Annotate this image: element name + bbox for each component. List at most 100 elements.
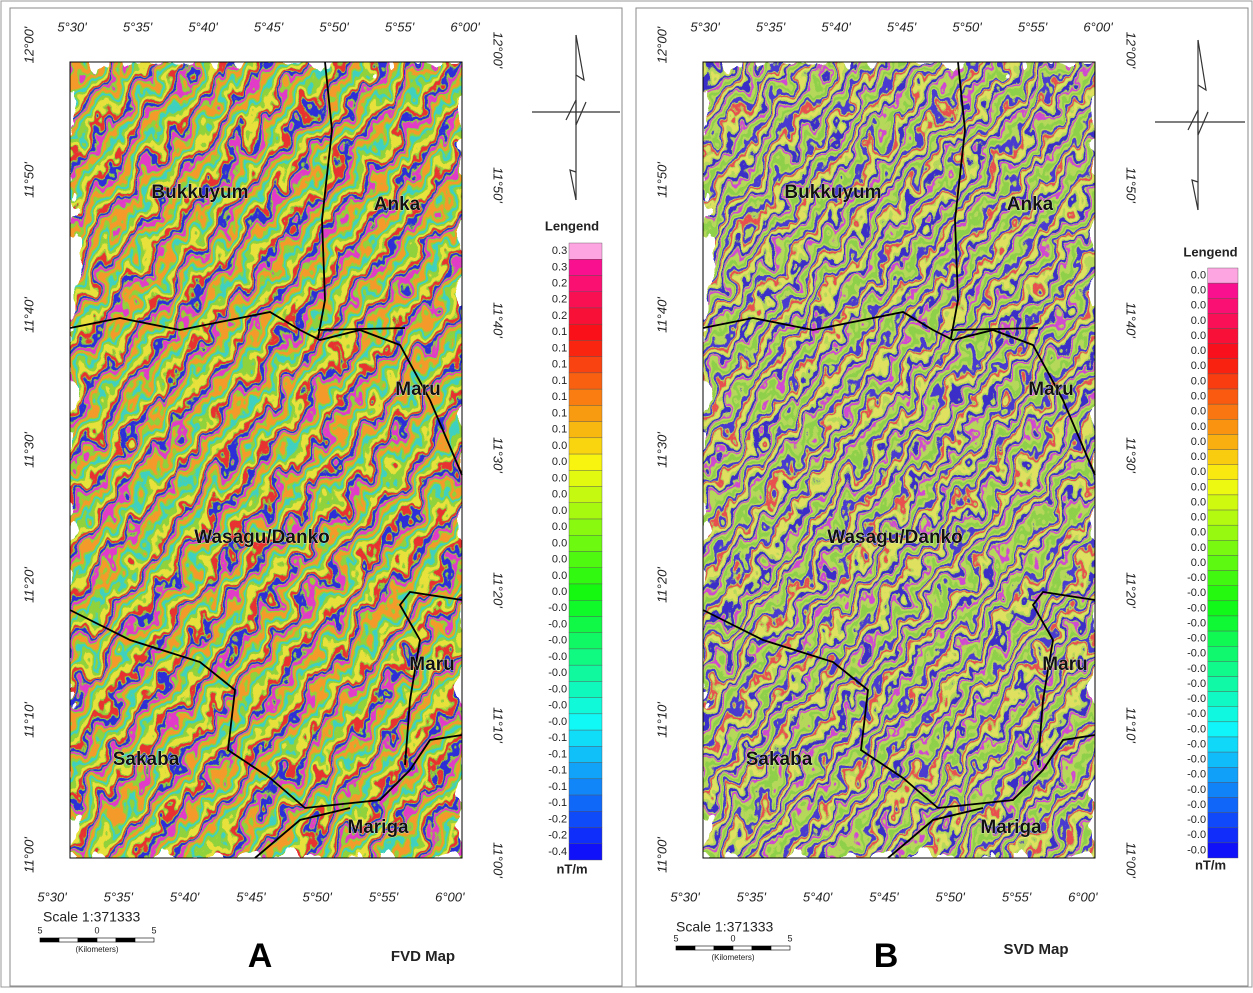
legend-swatch: [1207, 585, 1239, 602]
map-image: [70, 62, 462, 858]
legend-label: -0.0: [1187, 617, 1206, 629]
scale-bar-label: 5: [37, 925, 42, 935]
map-border: [69, 61, 463, 859]
place-label: Sakaba: [746, 749, 813, 770]
legend-title: Lengend: [545, 218, 599, 233]
legend-swatch: [568, 811, 603, 828]
legend-swatch: [1207, 767, 1239, 783]
legend-swatch: [568, 242, 603, 260]
lon-tick-label: 5°55': [385, 19, 415, 34]
legend-label: -0.0: [1187, 844, 1206, 856]
legend-label: -0.1: [548, 765, 567, 777]
legend-swatch: [568, 762, 603, 780]
legend-swatch: [568, 405, 603, 422]
legend-unit: nT/m: [556, 861, 587, 876]
legend-swatch: [1207, 827, 1239, 844]
scale-bar-label: 5: [673, 933, 678, 943]
legend-swatch: [568, 275, 603, 292]
legend-swatch: [568, 583, 603, 601]
legend-swatch: [1207, 721, 1239, 738]
legend-swatch: [1207, 751, 1239, 768]
legend-label: -0.0: [548, 618, 567, 630]
legend-swatch: [568, 746, 603, 763]
legend-label: -0.0: [548, 716, 567, 728]
legend-label: 0.0: [1191, 557, 1206, 569]
panel: 5°30' 5°30' 5°35' 5°35' 5°40' 5°40' 5°45' 5°45'…: [21, 19, 603, 975]
scale-bar-segment: [694, 945, 715, 951]
lon-tick-label: 6°00': [435, 889, 465, 904]
scale-unit: (Kilometers): [711, 953, 754, 962]
legend-swatch: [568, 259, 603, 276]
legend-swatch: [568, 502, 603, 520]
map-a: [69, 61, 463, 859]
legend-swatch: [1207, 388, 1239, 405]
legend-label: 0.0: [552, 521, 567, 533]
legend-label: 0.0: [1191, 436, 1206, 448]
legend-label: -0.0: [1187, 708, 1206, 720]
lat-tick-label: 11°20': [491, 572, 506, 608]
panel-letter: A: [248, 937, 273, 975]
legend-label: -0.0: [1187, 799, 1206, 811]
lon-tick-label: 5°50': [319, 19, 349, 34]
lat-tick-label: 11°00': [491, 842, 506, 878]
legend-unit: nT/m: [1195, 857, 1226, 872]
lat-tick-label: 11°40': [491, 302, 506, 338]
legend-swatch: [1207, 615, 1239, 632]
lat-tick-label: 11°20': [1124, 572, 1139, 608]
legend-label: 0.0: [552, 537, 567, 549]
lon-tick-label: 6°00': [1068, 889, 1098, 904]
legend-label: 0.0: [1191, 375, 1206, 387]
legend-swatch: [1207, 358, 1239, 375]
legend-swatch: [1207, 630, 1239, 647]
legend-label: 0.0: [1191, 269, 1206, 281]
legend-label: -0.1: [548, 781, 567, 793]
legend-label: -0.0: [548, 602, 567, 614]
legend-label: -0.0: [1187, 784, 1206, 796]
scale-bar-label: 0: [730, 933, 735, 943]
legend-swatch: [1207, 313, 1239, 329]
legend-label: 0.2: [552, 294, 567, 306]
legend-swatch: [1207, 812, 1239, 828]
lon-tick-label: 5°50': [303, 889, 333, 904]
legend-label: 0.0: [1191, 345, 1206, 357]
legend-swatch: [568, 323, 603, 341]
place-label: Mariga: [980, 817, 1042, 838]
legend-label: 0.1: [552, 407, 567, 419]
legend-label: -0.0: [548, 635, 567, 647]
lat-tick-label: 11°10': [491, 707, 506, 743]
legend-label: -0.0: [1187, 587, 1206, 599]
scale-bar-segment: [713, 945, 734, 951]
legend-swatch: [568, 437, 603, 455]
lat-tick-label: 11°20': [21, 567, 36, 603]
legend-swatch: [568, 632, 603, 650]
legend-label: -0.0: [1187, 754, 1206, 766]
scale-bar-segment: [770, 945, 791, 951]
legend-swatch: [568, 535, 603, 552]
lon-tick-label: 5°35': [756, 19, 786, 34]
lat-tick-label: 12°00': [1124, 32, 1139, 69]
legend-label: 0.0: [1191, 315, 1206, 327]
legend-label: -0.0: [1187, 769, 1206, 781]
legend-swatch: [568, 421, 603, 439]
scale-unit: (Kilometers): [75, 945, 118, 954]
legend-label: -0.1: [548, 732, 567, 744]
legend-swatch: [1207, 464, 1239, 480]
legend-label: 0.0: [552, 456, 567, 468]
lat-tick-label: 11°10': [1124, 707, 1139, 743]
lat-tick-label: 11°40': [1124, 302, 1139, 338]
legend-swatch: [568, 827, 603, 844]
legend-swatch: [568, 843, 603, 861]
legend-label: 0.0: [552, 472, 567, 484]
legend-swatch: [568, 729, 603, 747]
legend-label: -0.0: [1187, 829, 1206, 841]
lon-tick-label: 5°35': [737, 889, 767, 904]
legend-label: -0.2: [548, 813, 567, 825]
map-name: FVD Map: [391, 948, 455, 965]
legend-title: Lengend: [1183, 244, 1237, 259]
legend-swatch: [568, 307, 603, 325]
legend-swatch: [568, 794, 603, 812]
legend-swatch: [1207, 373, 1239, 390]
scale-bar-label: 5: [787, 933, 792, 943]
scale-bar-label: 0: [94, 925, 99, 935]
